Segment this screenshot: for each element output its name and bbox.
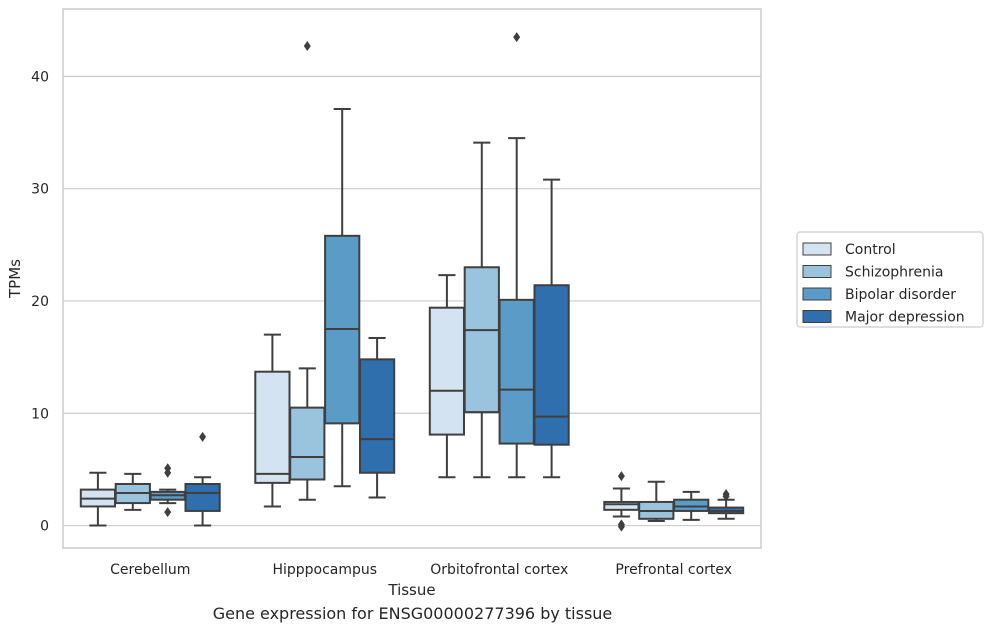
legend-swatch bbox=[802, 310, 832, 323]
x-tick-label: Cerebellum bbox=[110, 562, 190, 578]
box-prefrontal-cortex-major-depression bbox=[707, 489, 745, 520]
plot-frame bbox=[62, 8, 762, 549]
box-orbitofrontal-cortex-schizophrenia bbox=[463, 141, 500, 479]
legend-label: Schizophrenia bbox=[845, 265, 943, 281]
legend-label: Major depression bbox=[845, 310, 965, 326]
box-iqr bbox=[289, 406, 326, 481]
box-iqr bbox=[463, 266, 500, 414]
legend: Control Schizophrenia Bipolar disorder Majo… bbox=[796, 231, 984, 328]
legend-label: Bipolar disorder bbox=[845, 287, 956, 303]
legend-swatch bbox=[802, 265, 832, 278]
outlier-point bbox=[164, 507, 172, 518]
box-iqr bbox=[603, 500, 640, 511]
y-axis-label: TPMs bbox=[6, 259, 24, 299]
x-tick-label: Prefrontal cortex bbox=[615, 562, 732, 578]
outlier-point bbox=[164, 467, 172, 478]
box-iqr bbox=[254, 370, 291, 484]
box-orbitofrontal-cortex-major-depression bbox=[533, 178, 570, 479]
outlier-point bbox=[513, 32, 521, 43]
x-tick-label: Orbitofrontal cortex bbox=[430, 562, 568, 578]
box-hipppocampus-bipolar-disorder bbox=[324, 107, 361, 488]
legend-label: Control bbox=[845, 242, 896, 258]
outlier-point bbox=[617, 471, 625, 482]
x-tick-label: Hipppocampus bbox=[272, 562, 377, 578]
legend-swatch bbox=[802, 287, 832, 301]
box-hipppocampus-schizophrenia bbox=[289, 41, 326, 501]
box-iqr bbox=[428, 306, 466, 436]
box-prefrontal-cortex-control bbox=[603, 471, 640, 532]
box-cerebellum-schizophrenia bbox=[114, 472, 151, 511]
chart-caption: Gene expression for ENSG00000277396 by t… bbox=[212, 604, 613, 623]
box-hipppocampus-control bbox=[254, 333, 291, 508]
legend-frame bbox=[796, 231, 984, 328]
y-tick-label: 10 bbox=[31, 406, 49, 422]
box-orbitofrontal-cortex-control bbox=[428, 274, 466, 479]
y-tick-label: 40 bbox=[31, 69, 49, 85]
y-tick-label: 30 bbox=[31, 182, 49, 198]
outlier-point bbox=[617, 521, 625, 532]
box-iqr bbox=[184, 482, 221, 512]
y-tick-label: 20 bbox=[31, 294, 49, 310]
box-prefrontal-cortex-bipolar-disorder bbox=[673, 490, 710, 521]
box-iqr bbox=[533, 284, 570, 446]
box-cerebellum-bipolar-disorder bbox=[149, 463, 186, 518]
box-orbitofrontal-cortex-bipolar-disorder bbox=[498, 32, 535, 479]
box-cerebellum-control bbox=[79, 471, 117, 527]
box-hipppocampus-major-depression bbox=[358, 337, 396, 499]
outlier-point bbox=[722, 489, 730, 500]
box-cerebellum-major-depression bbox=[184, 431, 221, 527]
x-axis-label: Tissue bbox=[387, 581, 435, 599]
legend-swatch bbox=[802, 242, 832, 256]
box-iqr bbox=[498, 298, 535, 445]
y-tick-label: 0 bbox=[40, 519, 49, 535]
box-iqr bbox=[358, 358, 396, 474]
box-prefrontal-cortex-schizophrenia bbox=[638, 480, 675, 523]
outlier-point bbox=[199, 431, 207, 442]
outlier-point bbox=[303, 41, 311, 52]
box-iqr bbox=[673, 498, 710, 512]
